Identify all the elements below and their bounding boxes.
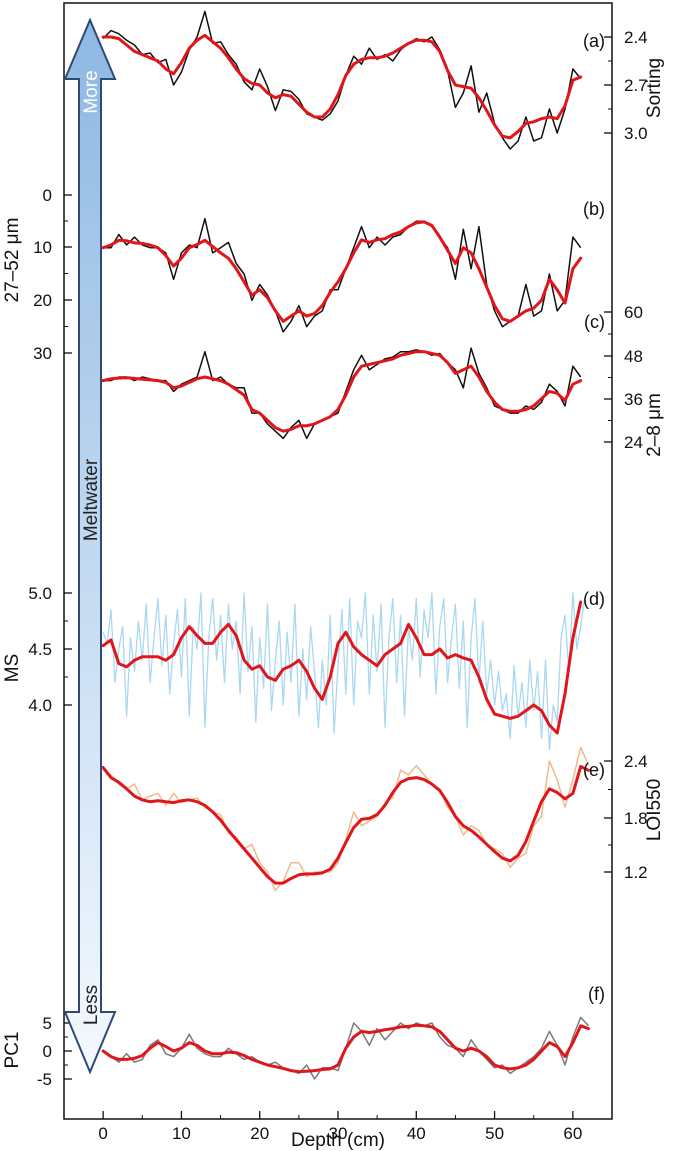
y-tick-label: 0 [43, 1042, 52, 1061]
frame-layer [63, 2, 613, 1120]
x-tick-label: 30 [329, 1124, 348, 1143]
y-tick-label: 24 [624, 433, 643, 452]
series-smooth-f [101, 1023, 590, 1074]
y-axis-label-f: PC1 [2, 1032, 23, 1069]
arrow-label-less: Less [81, 985, 102, 1025]
y-tick-label: 1.8 [624, 809, 648, 828]
y-tick-label: 20 [33, 291, 52, 310]
panel-label-c: (c) [584, 312, 605, 332]
y-tick-label: 2.4 [624, 28, 648, 47]
y-axis-label-a: Sorting [644, 58, 665, 118]
y-axis-label-e: LOI550 [644, 779, 665, 841]
series-smooth-d [101, 600, 583, 735]
series-raw-b [103, 217, 582, 333]
panel-label-a: (a) [583, 31, 605, 51]
x-tick-label: 40 [407, 1124, 426, 1143]
panel-d [101, 592, 586, 751]
y-tick-label: -5 [37, 1070, 52, 1089]
y-tick-label: 36 [624, 390, 643, 409]
panel-f [101, 1016, 590, 1080]
x-tick-label: 10 [172, 1124, 191, 1143]
y-axis-label-c: 2–8 μm [644, 393, 665, 457]
y-tick-label: 60 [624, 303, 643, 322]
panel-label-d: (d) [583, 589, 605, 609]
x-tick-label: 0 [98, 1124, 107, 1143]
y-axis-label-b: 27–52 μm [2, 218, 23, 303]
x-tick-label: 60 [563, 1124, 582, 1143]
panel-label-f: (f) [588, 984, 605, 1004]
plot-layer [101, 10, 590, 1080]
x-tick-label: 50 [485, 1124, 504, 1143]
series-smooth-b [101, 220, 583, 323]
series-smooth-a [101, 33, 583, 140]
panel-label-e: (e) [583, 760, 605, 780]
arrow-label-meltwater: Meltwater [81, 458, 102, 541]
series-raw-d [102, 592, 586, 751]
panel-e [101, 746, 590, 892]
panel-b [101, 217, 583, 333]
meltwater-arrow-shape [63, 17, 117, 1075]
series-raw-c [103, 347, 582, 440]
y-tick-label: 30 [33, 344, 52, 363]
panel-a [101, 10, 583, 150]
y-axis-label-d: MS [2, 654, 23, 683]
y-tick-label: 5 [43, 1014, 52, 1033]
series-smooth-c [101, 350, 583, 433]
y-tick-label: 5.0 [28, 584, 52, 603]
meltwater-arrow: More Meltwater Less [63, 17, 117, 1075]
y-tick-label: 4.0 [28, 696, 52, 715]
y-tick-label: 48 [624, 347, 643, 366]
y-tick-label: 0 [43, 186, 52, 205]
panel-label-b: (b) [583, 199, 605, 219]
y-tick-label: 2.7 [624, 76, 648, 95]
series-raw-e [102, 746, 590, 892]
y-tick-label: 3.0 [624, 124, 648, 143]
y-tick-label: 2.4 [624, 752, 648, 771]
arrow-label-more: More [81, 70, 102, 113]
y-tick-label: 4.5 [28, 640, 52, 659]
x-tick-label: 20 [250, 1124, 269, 1143]
y-tick-label: 10 [33, 238, 52, 257]
x-axis-label: Depth (cm) [291, 1130, 385, 1151]
plot-frame [63, 2, 613, 1120]
series-raw-a [102, 10, 582, 150]
series-smooth-e [101, 765, 590, 885]
y-tick-label: 1.2 [624, 863, 648, 882]
panel-c [101, 347, 583, 440]
